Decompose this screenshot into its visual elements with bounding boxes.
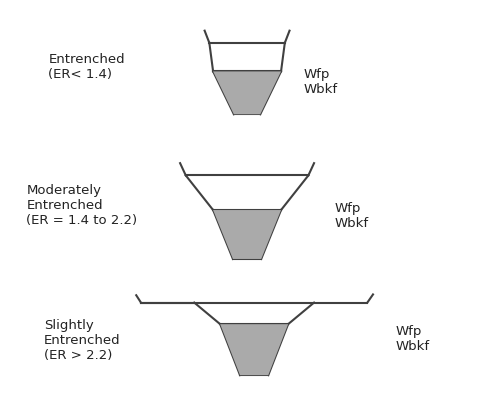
Text: Entrenched
(ER< 1.4): Entrenched (ER< 1.4) <box>48 53 125 82</box>
Text: Wfp
Wbkf: Wfp Wbkf <box>304 68 338 96</box>
Text: Moderately
Entrenched
(ER = 1.4 to 2.2): Moderately Entrenched (ER = 1.4 to 2.2) <box>26 184 138 228</box>
Polygon shape <box>213 72 281 114</box>
Text: Wfp
Wbkf: Wfp Wbkf <box>396 325 430 353</box>
Text: Slightly
Entrenched
(ER > 2.2): Slightly Entrenched (ER > 2.2) <box>44 319 120 362</box>
Polygon shape <box>220 324 288 375</box>
Text: Wfp
Wbkf: Wfp Wbkf <box>335 202 369 230</box>
Polygon shape <box>213 210 281 259</box>
